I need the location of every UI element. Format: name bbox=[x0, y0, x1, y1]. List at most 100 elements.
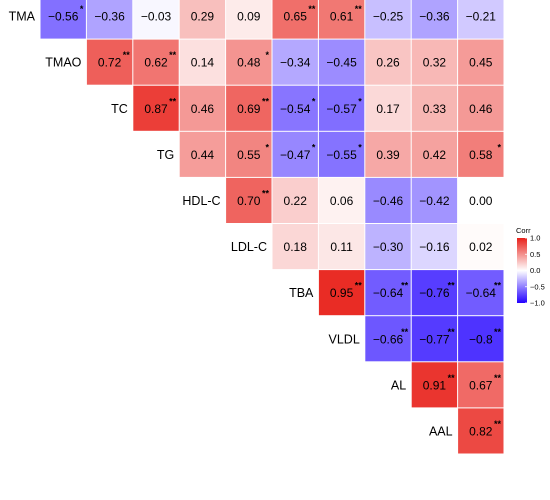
heatmap-cell-fill bbox=[272, 39, 318, 85]
cell-value-label: 0.18 bbox=[284, 240, 308, 254]
cell-value-label: −0.66 bbox=[373, 332, 404, 346]
variable-label: TBA bbox=[289, 286, 314, 300]
heatmap-cell: 0.61** bbox=[318, 0, 365, 39]
variable-label: AAL bbox=[429, 424, 453, 438]
heatmap-cell-fill bbox=[318, 224, 365, 270]
heatmap-cell: −0.16 bbox=[411, 224, 458, 270]
cell-value-label: −0.47 bbox=[280, 148, 311, 162]
significance-marker: * bbox=[358, 96, 362, 106]
significance-marker: ** bbox=[169, 96, 177, 106]
heatmap-cell: 0.06 bbox=[318, 177, 365, 223]
legend-title: Corr bbox=[516, 226, 531, 235]
cell-value-label: 0.65 bbox=[284, 10, 308, 24]
heatmap-cell: −0.56* bbox=[40, 0, 86, 39]
heatmap-cell-fill bbox=[365, 270, 411, 316]
heatmap-cell-fill bbox=[365, 131, 411, 177]
cell-value-label: −0.03 bbox=[141, 10, 172, 24]
cell-value-label: −0.36 bbox=[419, 10, 450, 24]
cell-value-label: 0.69 bbox=[237, 102, 261, 116]
significance-marker: ** bbox=[448, 327, 456, 337]
legend-tick-label: −1.0 bbox=[530, 299, 545, 308]
heatmap-cell: 0.22 bbox=[272, 177, 318, 223]
heatmap-cell: 0.70** bbox=[226, 177, 272, 223]
heatmap-cell-fill bbox=[318, 131, 365, 177]
heatmap-cell: −0.47* bbox=[272, 131, 318, 177]
variable-label: TMAO bbox=[45, 56, 81, 70]
significance-marker: ** bbox=[494, 419, 502, 429]
heatmap-cell-fill bbox=[411, 362, 458, 408]
heatmap-cell-fill bbox=[458, 131, 504, 177]
heatmap-cell-fill bbox=[365, 316, 411, 362]
significance-marker: ** bbox=[308, 4, 316, 14]
cell-value-label: 0.46 bbox=[469, 102, 493, 116]
cell-value-label: 0.91 bbox=[423, 378, 447, 392]
cell-value-label: −0.21 bbox=[466, 10, 497, 24]
heatmap-cell-fill bbox=[318, 85, 365, 131]
significance-marker: ** bbox=[355, 281, 363, 291]
heatmap-cell: −0.25 bbox=[365, 0, 411, 39]
significance-marker: * bbox=[80, 4, 84, 14]
significance-marker: ** bbox=[401, 327, 409, 337]
heatmap-cell: 0.02 bbox=[458, 224, 504, 270]
heatmap-cell-fill bbox=[226, 177, 272, 223]
heatmap-cell-fill bbox=[272, 224, 318, 270]
heatmap-cell: −0.36 bbox=[411, 0, 458, 39]
heatmap-cell: −0.64** bbox=[458, 270, 504, 316]
heatmap-cell: −0.8** bbox=[458, 316, 504, 362]
cell-value-label: 0.62 bbox=[144, 56, 168, 70]
heatmap-cell: 0.46 bbox=[179, 85, 226, 131]
heatmap-cell: 0.82** bbox=[458, 408, 504, 454]
cell-value-label: 0.55 bbox=[237, 148, 261, 162]
cell-value-label: −0.54 bbox=[280, 102, 311, 116]
significance-marker: ** bbox=[494, 281, 502, 291]
heatmap-cell-fill bbox=[411, 0, 458, 39]
heatmap-cell: 0.42 bbox=[411, 131, 458, 177]
variable-label: TMA bbox=[9, 10, 36, 24]
cell-value-label: 0.44 bbox=[191, 148, 215, 162]
heatmap-cell-fill bbox=[272, 131, 318, 177]
heatmap-cell-fill bbox=[458, 408, 504, 454]
heatmap-cell-fill bbox=[318, 39, 365, 85]
significance-marker: ** bbox=[448, 373, 456, 383]
heatmap-cell-fill bbox=[133, 85, 179, 131]
heatmap-cell: 0.33 bbox=[411, 85, 458, 131]
heatmap-cell-fill bbox=[411, 224, 458, 270]
heatmap-cell-fill bbox=[458, 316, 504, 362]
significance-marker: * bbox=[265, 142, 269, 152]
cell-value-label: −0.77 bbox=[419, 332, 450, 346]
significance-marker: ** bbox=[169, 50, 177, 60]
heatmap-cell-fill bbox=[458, 177, 504, 223]
cell-value-label: 0.45 bbox=[469, 56, 493, 70]
variable-label: TG bbox=[157, 148, 174, 162]
heatmap-cell-fill bbox=[411, 270, 458, 316]
significance-marker: ** bbox=[262, 96, 270, 106]
heatmap-cell: 0.58 * bbox=[458, 131, 504, 177]
cell-value-label: −0.64 bbox=[373, 286, 404, 300]
heatmap-cell-fill bbox=[86, 39, 133, 85]
heatmap-cell-fill bbox=[411, 39, 458, 85]
cell-value-label: −0.25 bbox=[373, 10, 404, 24]
significance-marker: * bbox=[312, 96, 316, 106]
cell-value-label: −0.46 bbox=[373, 194, 404, 208]
heatmap-cell: 0.48 * bbox=[226, 39, 272, 85]
cell-value-label: 0.72 bbox=[98, 56, 122, 70]
heatmap-cell-fill bbox=[458, 0, 504, 39]
heatmap-cell-fill bbox=[272, 85, 318, 131]
heatmap-cell: −0.46 bbox=[365, 177, 411, 223]
heatmap-cell: −0.77** bbox=[411, 316, 458, 362]
heatmap-cell-fill bbox=[179, 85, 226, 131]
cell-value-label: 0.14 bbox=[191, 56, 215, 70]
heatmap-cell: −0.45 bbox=[318, 39, 365, 85]
heatmap-cell-fill bbox=[365, 0, 411, 39]
heatmap-cell: −0.55* bbox=[318, 131, 365, 177]
legend-tick-label: 1.0 bbox=[530, 234, 540, 243]
heatmap-cell-fill bbox=[272, 177, 318, 223]
heatmap-cell-fill bbox=[318, 270, 365, 316]
heatmap-cell: 0.26 bbox=[365, 39, 411, 85]
significance-marker: ** bbox=[494, 327, 502, 337]
cell-value-label: −0.16 bbox=[419, 240, 450, 254]
heatmap-cell: 0.46 bbox=[458, 85, 504, 131]
heatmap-cell: 0.67** bbox=[458, 362, 504, 408]
cell-value-label: −0.45 bbox=[326, 56, 357, 70]
